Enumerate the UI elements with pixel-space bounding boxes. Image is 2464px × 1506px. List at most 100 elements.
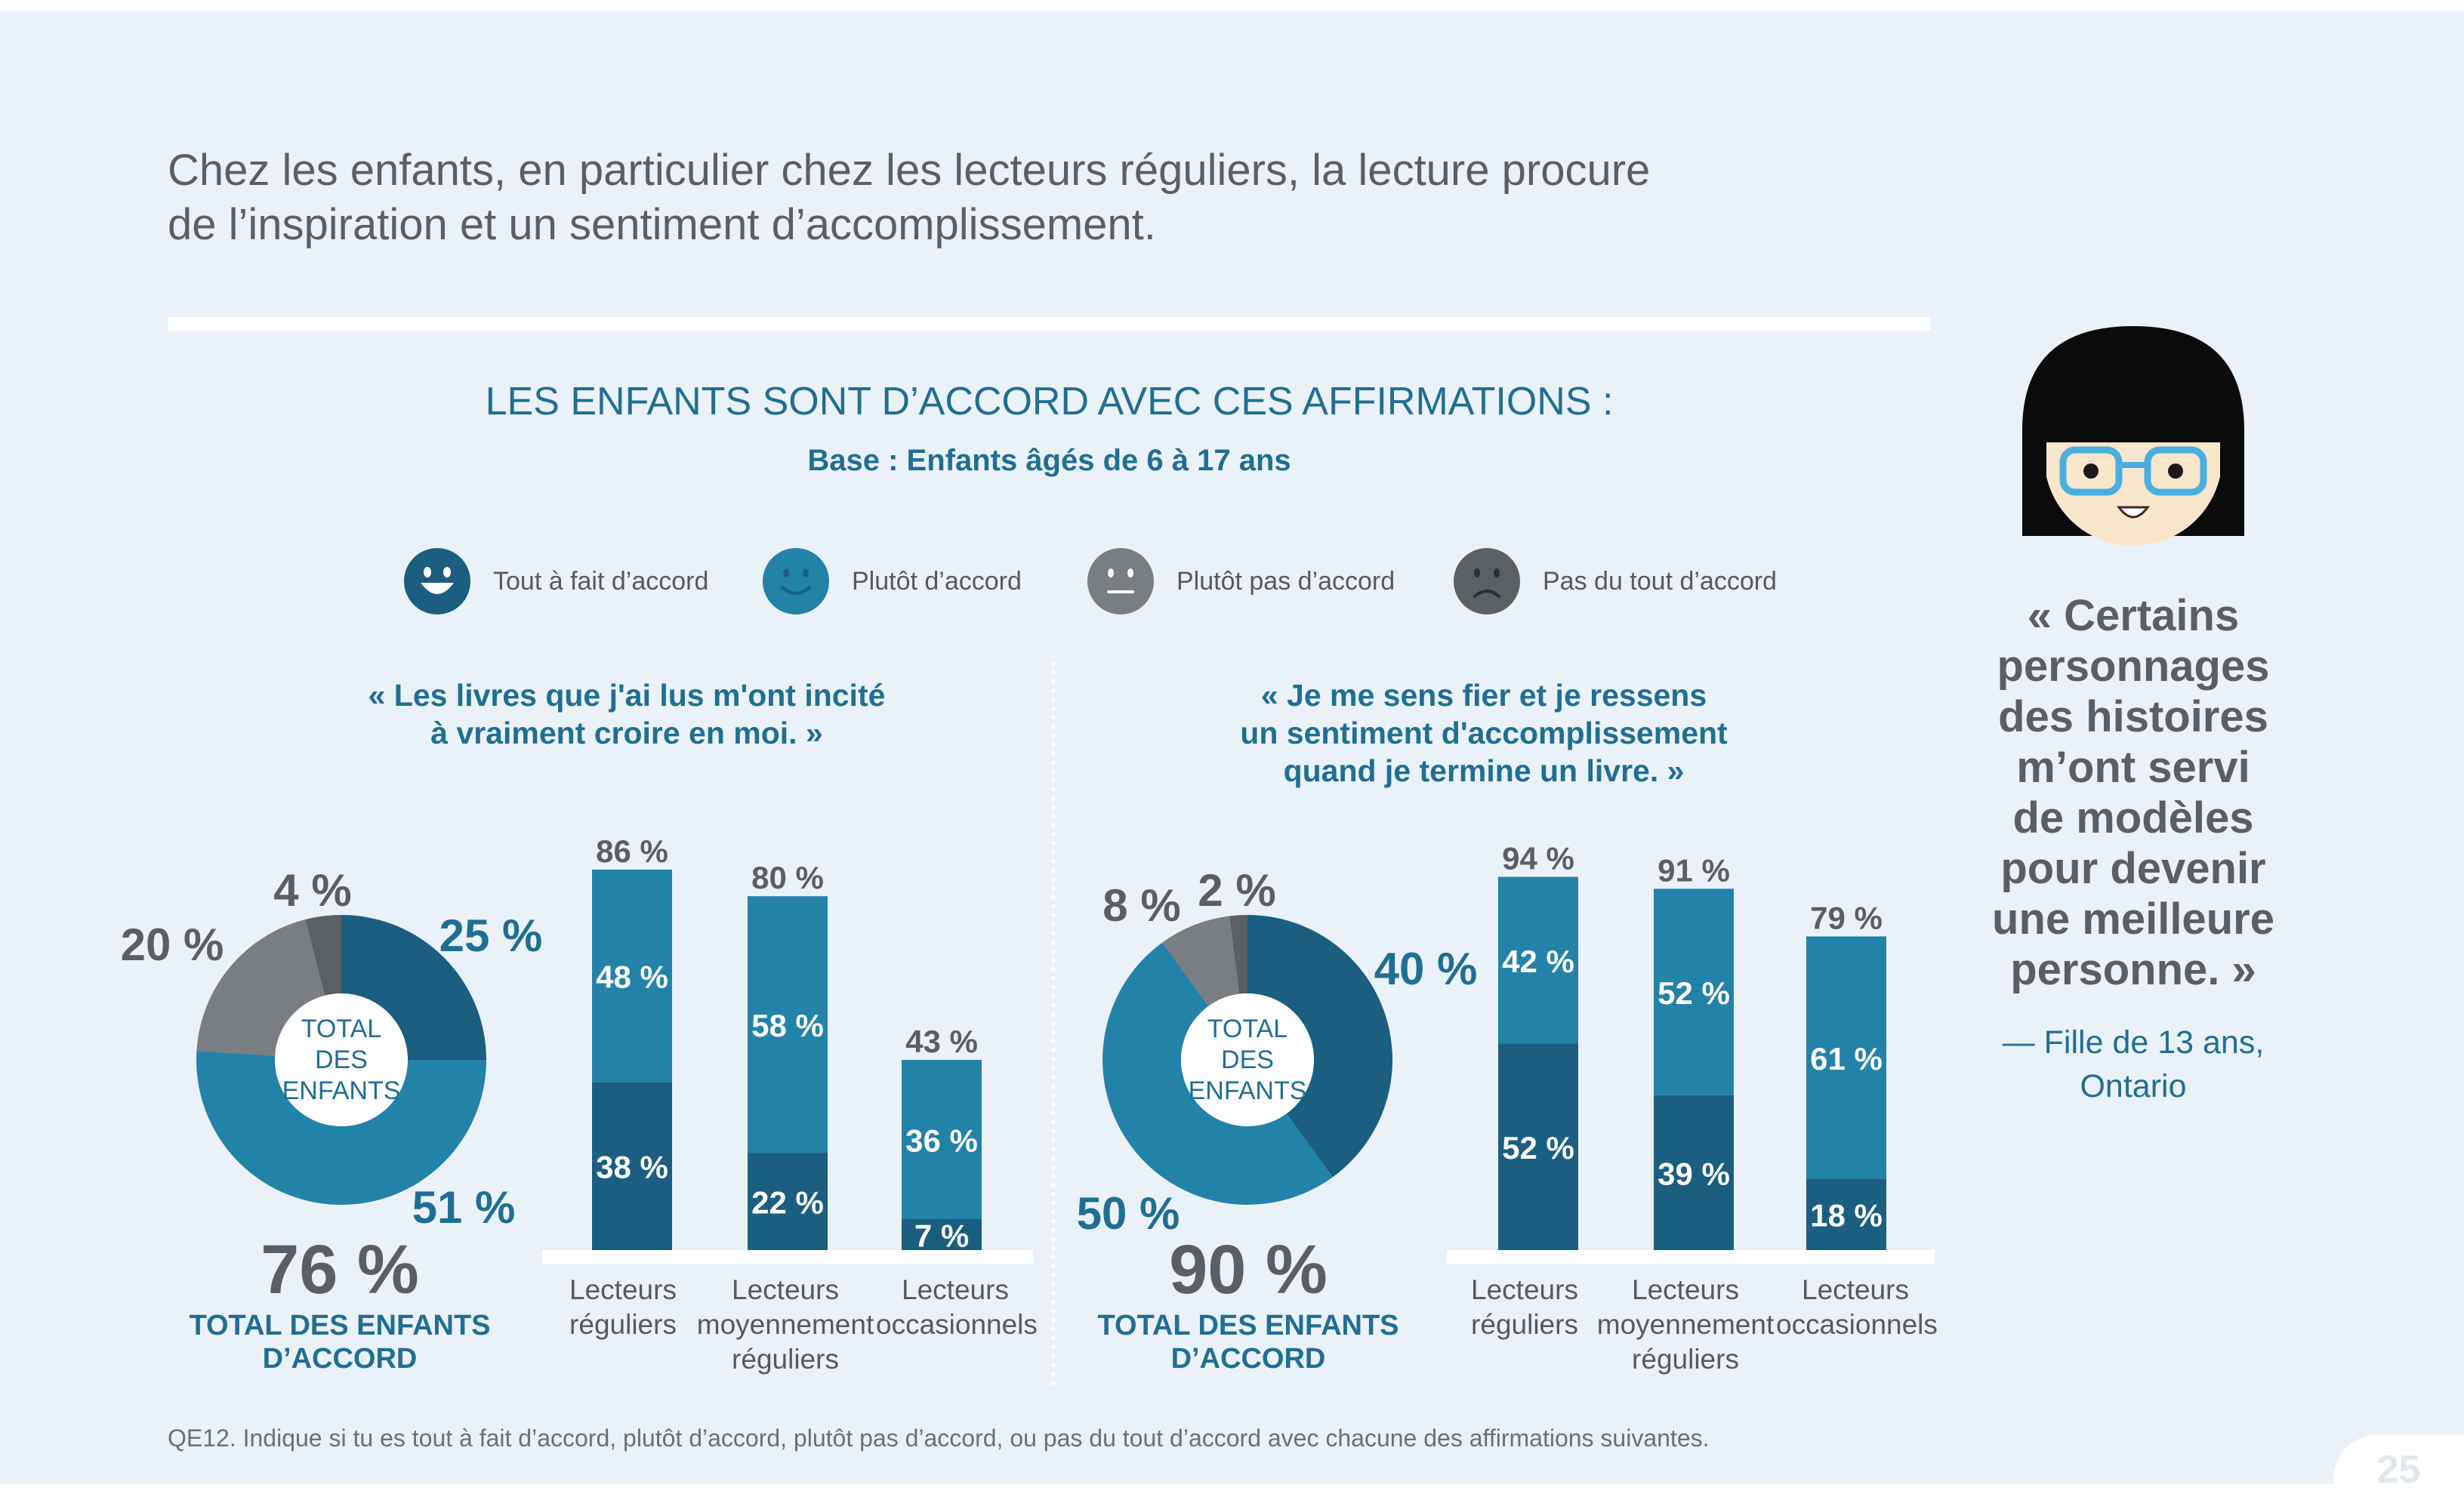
category-line: Lecteurs bbox=[902, 1274, 1009, 1305]
donut-slice-label: 20 % bbox=[121, 919, 224, 970]
side-quote-line: une meilleure bbox=[1992, 895, 2274, 944]
donut-slice-label: 25 % bbox=[439, 910, 543, 961]
vertical-dotted-divider bbox=[1051, 661, 1056, 1386]
bar-segment-label: 38 % bbox=[596, 1150, 668, 1185]
quote-line: un sentiment d'accomplissement bbox=[1240, 716, 1728, 750]
bar-chart-1-baseline bbox=[542, 1250, 1033, 1264]
donut-slice-label: 4 % bbox=[273, 865, 351, 916]
donut-slice-label: 2 % bbox=[1198, 865, 1275, 916]
bar-segment-plutot bbox=[902, 1060, 982, 1219]
bar-segment-tout-a-fait bbox=[1806, 1178, 1886, 1250]
quote-chart-1: « Les livres que j'ai lus m'ont incité à… bbox=[249, 676, 1004, 752]
category-line: occasionnels bbox=[876, 1309, 1038, 1340]
quote-line: à vraiment croire en moi. » bbox=[430, 716, 823, 750]
category-line: occasionnels bbox=[1776, 1309, 1938, 1340]
category-line: moyennement bbox=[696, 1309, 874, 1340]
bar-segment-label: 18 % bbox=[1810, 1198, 1883, 1233]
side-quote-line: « Certains bbox=[2027, 591, 2240, 640]
category-line: Lecteurs bbox=[732, 1274, 839, 1305]
side-quote-line: des histoires bbox=[1998, 692, 2268, 741]
neutral-face-icon bbox=[1087, 548, 1154, 614]
page-headline: Chez les enfants, en particulier chez le… bbox=[168, 143, 1753, 252]
bar-total-label: 80 % bbox=[751, 860, 824, 895]
bar-total-label: 79 % bbox=[1810, 900, 1883, 935]
bar-segment-tout-a-fait bbox=[902, 1218, 982, 1250]
bar-segment-label: 36 % bbox=[905, 1123, 978, 1159]
category-line: moyennement bbox=[1596, 1309, 1775, 1340]
headline-line-1: Chez les enfants, en particulier chez le… bbox=[168, 146, 1651, 195]
donut-slice bbox=[1247, 915, 1393, 1178]
chart-title: LES ENFANTS SONT D’ACCORD AVEC CES AFFIR… bbox=[485, 380, 1614, 423]
legend-item-plutot: Plutôt d’accord bbox=[763, 548, 1022, 614]
quote-attribution: — Fille de 13 ans, Ontario bbox=[1963, 1021, 2303, 1108]
divider-rule bbox=[168, 317, 1931, 331]
donut-center-label: ENFANTS bbox=[282, 1076, 401, 1105]
big-smile-face-icon bbox=[404, 548, 470, 614]
donut-slice bbox=[1229, 915, 1247, 994]
bar-total-label: 43 % bbox=[905, 1024, 978, 1059]
bar-2-category-2-label: Lecteurs moyennement réguliers bbox=[1584, 1273, 1787, 1377]
bar-1-category-1-label: Lecteurs réguliers bbox=[547, 1273, 698, 1342]
side-quote-line: de modèles bbox=[2012, 793, 2254, 842]
bar-segment-tout-a-fait bbox=[592, 1082, 672, 1250]
legend-label: Tout à fait d’accord bbox=[493, 566, 709, 596]
bar-total-label: 86 % bbox=[596, 833, 668, 869]
donut-hole bbox=[275, 993, 408, 1126]
donut-hole bbox=[1181, 993, 1314, 1126]
legend-label: Plutôt pas d’accord bbox=[1176, 566, 1395, 596]
total-label-line: D’ACCORD bbox=[1170, 1343, 1326, 1375]
bar-2-category-3-label: Lecteurs occasionnels bbox=[1776, 1273, 1938, 1342]
bar-total-label: 91 % bbox=[1658, 852, 1730, 888]
donut-slice bbox=[1102, 942, 1333, 1205]
chart-subtitle: Base : Enfants âgés de 6 à 17 ans bbox=[807, 444, 1291, 477]
bar-segment-tout-a-fait bbox=[748, 1153, 828, 1250]
donut-slice bbox=[305, 915, 341, 996]
quote-line: quand je termine un livre. » bbox=[1283, 753, 1685, 788]
bar-segment-tout-a-fait bbox=[1498, 1043, 1578, 1250]
legend-item-plutot-pas: Plutôt pas d’accord bbox=[1087, 548, 1395, 614]
bar-segment-label: 39 % bbox=[1658, 1156, 1730, 1191]
legend-item-pas-du-tout: Pas du tout d’accord bbox=[1454, 548, 1777, 614]
donut-1-total-label: TOTAL DES ENFANTS D’ACCORD bbox=[151, 1309, 529, 1375]
category-line: réguliers bbox=[732, 1344, 839, 1375]
bar-1-category-2-label: Lecteurs moyennement réguliers bbox=[683, 1273, 887, 1377]
quote-chart-2: « Je me sens fier et je ressens un senti… bbox=[1106, 676, 1861, 790]
bar-segment-label: 61 % bbox=[1810, 1041, 1883, 1076]
attribution-line: Ontario bbox=[2080, 1068, 2187, 1104]
donut-center-label: DES bbox=[1221, 1046, 1274, 1074]
donut-2-total-label: TOTAL DES ENFANTS D’ACCORD bbox=[1059, 1309, 1437, 1375]
category-line: réguliers bbox=[1471, 1309, 1578, 1340]
side-quote: « Certains personnages des histoires m’o… bbox=[1963, 590, 2303, 995]
category-line: réguliers bbox=[1632, 1344, 1739, 1375]
bar-chart-2-baseline bbox=[1447, 1250, 1935, 1264]
smile-face-icon bbox=[763, 548, 829, 614]
total-label-line: TOTAL DES ENFANTS bbox=[1097, 1310, 1399, 1341]
bar-total-label: 94 % bbox=[1502, 841, 1574, 876]
category-line: Lecteurs bbox=[1802, 1274, 1909, 1305]
donut-slice bbox=[196, 919, 325, 1056]
bar-segment-label: 52 % bbox=[1658, 975, 1730, 1011]
donut-1-total-value: 76 % bbox=[261, 1231, 419, 1308]
quote-line: « Les livres que j'ai lus m'ont incité bbox=[368, 678, 886, 713]
legend-label: Pas du tout d’accord bbox=[1543, 566, 1777, 596]
bar-segment-label: 42 % bbox=[1502, 944, 1574, 979]
donut-center-label: ENFANTS bbox=[1189, 1076, 1307, 1105]
total-label-line: TOTAL DES ENFANTS bbox=[189, 1310, 491, 1341]
side-quote-line: personne. » bbox=[2010, 945, 2256, 994]
bar-segment-plutot bbox=[748, 896, 828, 1153]
legend-label: Plutôt d’accord bbox=[852, 566, 1022, 596]
quote-line: « Je me sens fier et je ressens bbox=[1260, 678, 1707, 713]
donut-slice-label: 40 % bbox=[1374, 944, 1478, 994]
side-quote-line: m’ont servi bbox=[2016, 743, 2250, 792]
bar-segment-tout-a-fait bbox=[1654, 1095, 1734, 1250]
donut-slice-label: 51 % bbox=[412, 1182, 516, 1233]
bar-segment-plutot bbox=[1654, 889, 1734, 1095]
bar-segment-plutot bbox=[592, 870, 672, 1083]
bar-segment-label: 58 % bbox=[751, 1008, 824, 1043]
donut-2-total-value: 90 % bbox=[1169, 1231, 1328, 1308]
category-line: Lecteurs bbox=[1471, 1274, 1578, 1305]
page-background bbox=[0, 11, 2464, 1484]
side-quote-line: personnages bbox=[1997, 642, 2270, 691]
attribution-line: — Fille de 13 ans, bbox=[2002, 1024, 2265, 1061]
